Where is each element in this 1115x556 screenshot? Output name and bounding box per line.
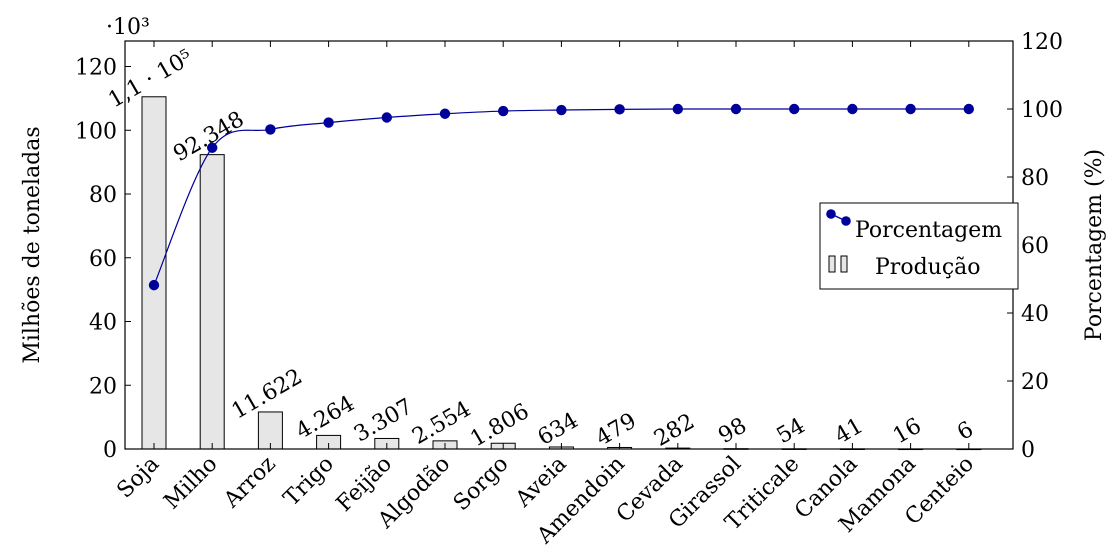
x-category-label: Trigo	[279, 452, 339, 512]
legend-label-producao: Produção	[875, 255, 981, 280]
bar-data-label: 479	[592, 409, 641, 452]
percentage-point	[789, 103, 800, 115]
y-tick-label: 40	[89, 311, 117, 336]
y-tick-label: 80	[89, 183, 117, 208]
bar-data-label: 41	[831, 413, 868, 449]
x-category-label: Arroz	[219, 452, 281, 514]
y-right-tick-label: 40	[1021, 302, 1049, 327]
percentage-point	[207, 142, 218, 153]
legend-bar-swatch	[840, 255, 848, 273]
legend-box	[819, 202, 1019, 290]
percentage-point	[963, 103, 974, 115]
percentage-point	[439, 108, 451, 119]
bar	[199, 154, 225, 450]
y-tick-label: 60	[89, 247, 117, 272]
percentage-point	[381, 112, 392, 123]
y-right-tick-label: 80	[1021, 166, 1049, 191]
y-right-tick-label: 120	[1021, 30, 1063, 55]
legend-marker	[826, 209, 836, 219]
y-tick-label: 100	[75, 119, 117, 144]
percentage-point	[905, 103, 916, 115]
x-category-label: Sorgo	[449, 452, 513, 516]
bar-data-label: 6	[953, 417, 978, 446]
legend-bar-swatch	[828, 255, 836, 273]
x-category-label: Soja	[112, 452, 164, 504]
y-axis-title-left: Milhões de toneladas	[20, 126, 45, 363]
percentage-point	[148, 279, 160, 291]
left-axis: 0 20 40 60 80 100 120	[75, 56, 131, 463]
y-tick-label: 20	[89, 374, 117, 399]
bar-data-label: 282	[650, 409, 699, 452]
percentage-point	[847, 103, 858, 115]
percentage-point	[498, 105, 509, 117]
legend-label-porcentagem: Porcentagem	[855, 218, 1002, 243]
x-axis: SojaMilhoArrozTrigoFeijãoAlgodãoSorgoAve…	[112, 41, 979, 549]
percentage-point	[323, 117, 334, 128]
y-tick-label: 0	[103, 438, 117, 463]
bar-data-label: 16	[889, 413, 926, 449]
y-tick-label: 120	[75, 56, 117, 81]
percentage-point	[614, 104, 625, 115]
line-layer	[148, 103, 974, 291]
y-multiplier: ·10³	[106, 15, 150, 40]
percentage-point	[730, 103, 742, 115]
percentage-point	[556, 104, 567, 116]
bar	[141, 96, 167, 450]
legend-marker	[841, 216, 851, 226]
y-right-tick-label: 100	[1021, 98, 1063, 123]
right-axis: 0 20 40 60 80 100 120	[1007, 30, 1063, 463]
y-axis-title-right: Porcentagem (%)	[1082, 149, 1107, 341]
bar-data-label: 98	[714, 413, 751, 449]
y-right-tick-label: 60	[1021, 234, 1049, 259]
percentage-point	[672, 103, 683, 115]
y-right-tick-label: 20	[1021, 370, 1049, 395]
legend: Porcentagem Produção	[819, 202, 1019, 290]
bar-data-label: 634	[534, 408, 583, 451]
x-category-label: Milho	[159, 452, 222, 515]
bar-data-label: 54	[773, 413, 810, 449]
y-right-tick-label: 0	[1021, 438, 1035, 463]
percentage-point	[265, 124, 276, 135]
